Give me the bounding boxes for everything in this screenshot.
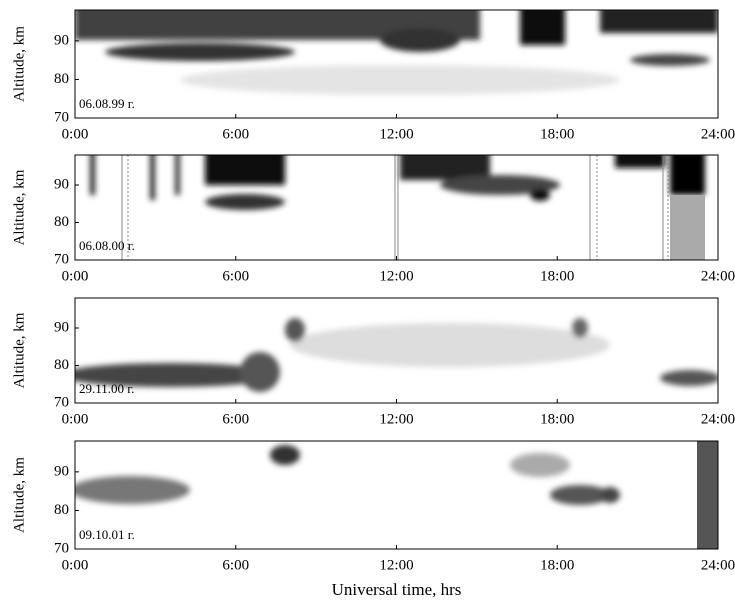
x-tick-label: 12:00 <box>379 268 413 284</box>
y-tick-label: 90 <box>54 32 69 48</box>
y-axis-label: Altitude, km <box>11 169 27 245</box>
heatmap-texture <box>75 10 718 95</box>
x-tick-label: 6:00 <box>222 557 249 573</box>
date-annotation: 29.11.00 г. <box>79 381 134 396</box>
y-axis-label: Altitude, km <box>11 26 27 102</box>
x-tick-label: 0:00 <box>62 557 89 573</box>
y-axis-label: Altitude, km <box>11 457 27 533</box>
x-tick-label: 0:00 <box>62 411 89 427</box>
y-tick-label: 90 <box>54 463 69 479</box>
date-annotation: 06.08.99 г. <box>79 96 135 111</box>
x-tick-label: 6:00 <box>222 126 249 142</box>
y-tick-label: 80 <box>54 71 69 87</box>
heatmap-texture <box>75 318 718 392</box>
x-tick-label: 12:00 <box>379 557 413 573</box>
x-tick-label: 12:00 <box>379 126 413 142</box>
y-tick-label: 80 <box>54 214 69 230</box>
x-axis-label: Universal time, hrs <box>332 580 462 599</box>
y-tick-label: 70 <box>54 394 69 410</box>
x-tick-label: 0:00 <box>62 268 89 284</box>
y-tick-label: 90 <box>54 319 69 335</box>
y-tick-label: 70 <box>54 109 69 125</box>
x-tick-label: 18:00 <box>540 411 574 427</box>
heatmap-texture <box>75 441 718 549</box>
y-axis-label: Altitude, km <box>11 312 27 388</box>
y-tick-label: 80 <box>54 357 69 373</box>
x-tick-label: 18:00 <box>540 126 574 142</box>
date-annotation: 06.08.00 г. <box>79 238 135 253</box>
y-tick-label: 70 <box>54 251 69 267</box>
x-tick-label: 24:00 <box>701 557 735 573</box>
date-annotation: 09.10.01 г. <box>79 527 135 542</box>
x-tick-label: 6:00 <box>222 268 249 284</box>
plot-frame <box>74 154 719 261</box>
x-tick-label: 18:00 <box>540 268 574 284</box>
x-tick-label: 18:00 <box>540 557 574 573</box>
y-tick-label: 90 <box>54 176 69 192</box>
x-tick-label: 24:00 <box>701 268 735 284</box>
x-tick-label: 24:00 <box>701 126 735 142</box>
x-tick-label: 12:00 <box>379 411 413 427</box>
x-tick-label: 0:00 <box>62 126 89 142</box>
x-tick-label: 24:00 <box>701 411 735 427</box>
x-tick-label: 6:00 <box>222 411 249 427</box>
y-tick-label: 80 <box>54 502 69 518</box>
y-tick-label: 70 <box>54 540 69 556</box>
heatmap-texture <box>90 155 705 260</box>
